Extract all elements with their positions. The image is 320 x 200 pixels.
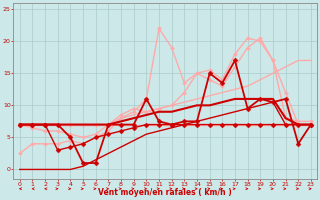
- X-axis label: Vent moyen/en rafales ( km/h ): Vent moyen/en rafales ( km/h ): [99, 188, 232, 197]
